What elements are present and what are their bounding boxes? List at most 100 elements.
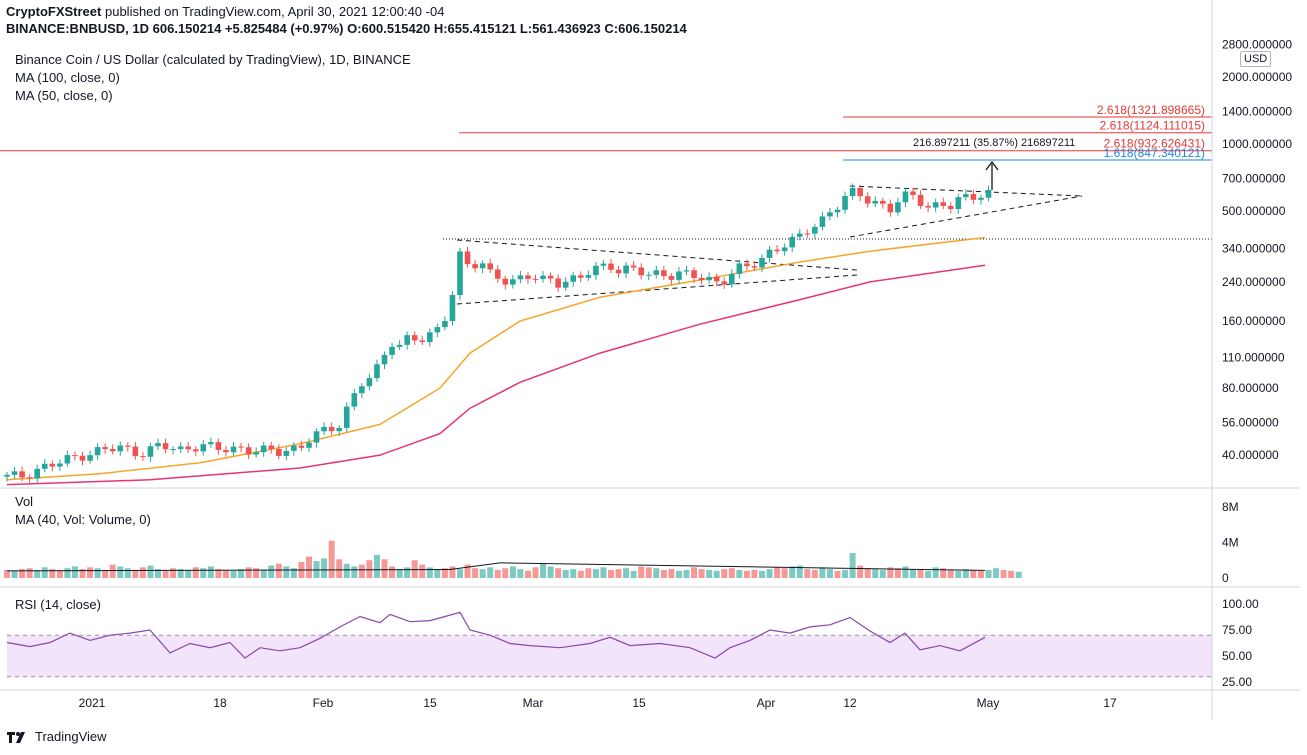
chart-canvas[interactable]: 2.618(1321.898665) 2.618(1124.111015) 2.61… [0, 0, 1307, 725]
volume-bar [834, 570, 841, 578]
volume-bar [177, 569, 184, 578]
volume-bar [736, 569, 743, 578]
volume-bar [336, 559, 343, 578]
volume-bar [102, 569, 109, 578]
volume-bar [230, 570, 237, 578]
candle-body [963, 194, 969, 198]
candle-body [253, 452, 259, 455]
volume-bar [879, 569, 886, 578]
publish-line: CryptoFXStreet published on TradingView.… [6, 4, 444, 19]
volume-bar [653, 568, 660, 578]
rsi-tick-label: 25.00 [1222, 675, 1252, 689]
candle-body [857, 188, 863, 197]
candle-body [570, 275, 577, 282]
volume-bar [864, 568, 871, 578]
time-tick-label: Mar [523, 696, 544, 710]
candle-body [744, 263, 750, 267]
volume-bar [600, 567, 607, 578]
candle-body [593, 265, 599, 276]
candle-body [109, 449, 116, 452]
rsi-line [6, 611, 1212, 678]
candle-body [691, 270, 697, 278]
candles [4, 183, 992, 484]
footer-brand[interactable]: TradingView [6, 729, 107, 744]
rsi-band [7, 635, 1212, 677]
volume-bar [358, 564, 365, 578]
candle-body [4, 474, 10, 477]
volume-bar [139, 567, 146, 578]
candle-body [449, 295, 456, 322]
axes: 2800.000000 2000.000000 1400.000000 1000.00… [0, 0, 1300, 720]
volume-bar [547, 566, 554, 578]
price-tick-label: 56.000000 [1222, 416, 1279, 430]
volume-bar [449, 566, 456, 578]
candle-body [578, 275, 584, 278]
candle-body [94, 447, 101, 456]
volume-bar [472, 568, 479, 578]
candle-body [336, 427, 342, 432]
volume-bar [698, 569, 705, 578]
candle-body [132, 446, 139, 457]
candle-body [162, 443, 169, 450]
volume-bar [721, 569, 728, 578]
candle-body [970, 194, 977, 200]
volume-bar [713, 570, 720, 578]
volume-ma-legend: MA (40, Vol: Volume, 0) [15, 512, 151, 527]
candle-body [668, 276, 675, 280]
candle-body [608, 263, 614, 270]
volume-bar [728, 568, 735, 578]
rsi-tick-label: 75.00 [1222, 623, 1252, 637]
volume-bar [170, 568, 177, 578]
candle-body [464, 251, 471, 265]
volume-bar [64, 568, 71, 578]
candle-body [34, 468, 40, 479]
time-tick-label: Feb [313, 696, 334, 710]
candle-body [479, 263, 486, 269]
candle-body [766, 249, 773, 258]
candle-body [185, 446, 191, 450]
price-tick-label: 700.000000 [1222, 171, 1286, 185]
volume-bar [457, 569, 463, 578]
price-tick-label: 40.000000 [1222, 448, 1279, 462]
time-tick-label: 15 [423, 696, 437, 710]
volume-bar [389, 566, 396, 578]
candle-body [676, 271, 682, 280]
price-tick-label: 2000.000000 [1222, 70, 1292, 84]
volume-bar [494, 569, 501, 578]
candle-body [396, 344, 403, 347]
fib-label: 1.618(847.340121) [1104, 146, 1205, 160]
candle-body [404, 335, 410, 345]
candle-body [177, 446, 184, 450]
candle-body [698, 277, 705, 281]
volume-bar [4, 569, 10, 578]
candle-body [49, 463, 56, 467]
volume-bar [532, 567, 539, 578]
volume-bar [419, 564, 426, 578]
candle-body [759, 257, 765, 268]
measure-label: 216.897211 (35.87%) 216897211 [913, 137, 1075, 149]
candle-body [615, 269, 622, 274]
candle-body [366, 378, 373, 387]
candle-body [79, 455, 86, 461]
volume-bar [993, 568, 1000, 578]
volume-bar [411, 560, 418, 578]
ma100-line [6, 264, 986, 486]
volume-bar [464, 564, 471, 578]
volume-bar [306, 556, 312, 578]
tradingview-logo-icon [7, 731, 25, 743]
volume-bar [955, 570, 962, 578]
volume-bar [381, 559, 388, 578]
volume-bar [555, 568, 562, 578]
candle-body [19, 471, 25, 478]
volume-bar [49, 569, 56, 578]
candle-body [245, 447, 252, 455]
volume-bar [426, 567, 433, 578]
candle-body [117, 445, 124, 452]
volume-bar [109, 564, 116, 578]
volume-bar [404, 567, 411, 578]
candle-body [736, 263, 743, 274]
currency-badge[interactable]: USD [1240, 51, 1272, 67]
candle-body [170, 449, 176, 451]
candle-body [781, 247, 788, 252]
volume-bar [774, 567, 781, 578]
